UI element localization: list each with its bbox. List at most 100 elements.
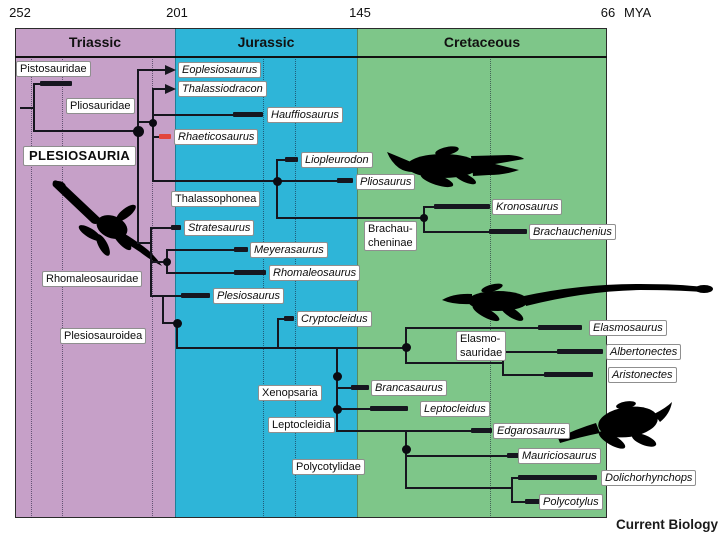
branch-segment — [337, 430, 471, 432]
branch-segment — [34, 83, 40, 85]
period-header-triassic: Triassic — [68, 34, 122, 50]
branch-segment — [424, 206, 434, 208]
taxon-label-pliosaurus: Pliosaurus — [356, 174, 416, 190]
range-bar — [285, 157, 298, 162]
branch-segment — [138, 242, 151, 244]
branch-segment — [278, 318, 284, 320]
taxon-label-brancasaurus: Brancasaurus — [371, 380, 447, 396]
node-dot — [401, 342, 411, 352]
taxon-label-hauffiosaurus: Hauffiosaurus — [267, 107, 343, 123]
range-bar — [557, 349, 603, 354]
branch-segment — [503, 351, 557, 353]
node-dot — [332, 371, 342, 381]
range-bar — [284, 316, 294, 321]
range-bar — [434, 204, 490, 209]
range-bar — [370, 406, 408, 411]
branch-segment — [153, 88, 165, 90]
branch-segment — [424, 231, 489, 233]
period-header-cretaceous: Cretaceous — [443, 34, 521, 50]
branch-segment — [20, 107, 34, 109]
clade-label-pistosauridae: Pistosauridae — [16, 61, 91, 77]
branch-segment — [276, 159, 278, 219]
range-bar — [233, 112, 263, 117]
branch-segment — [153, 180, 277, 182]
taxon-label-kronosaurus: Kronosaurus — [492, 199, 563, 215]
mya-unit: MYA — [624, 5, 652, 20]
branch-segment — [337, 387, 351, 389]
range-bar — [489, 229, 527, 234]
branch-segment — [34, 130, 138, 132]
stage-gridline — [152, 57, 153, 518]
branch-segment — [138, 69, 165, 71]
taxon-label-dolichorhynchops: Dolichorhynchops — [601, 470, 697, 486]
branch-segment — [152, 88, 154, 182]
branch-segment — [138, 121, 153, 123]
branch-segment — [406, 362, 503, 364]
elasmosaur-silhouette — [442, 283, 713, 322]
clade-label-pliosauridae: Pliosauridae — [66, 98, 135, 114]
branch-arrow-icon — [165, 84, 176, 94]
node-dot — [401, 444, 411, 454]
branch-segment — [153, 114, 233, 116]
branch-segment — [277, 217, 424, 219]
stage-gridline — [62, 57, 63, 518]
branch-segment — [153, 136, 159, 138]
branch-segment — [337, 408, 370, 410]
timescale-border — [15, 28, 607, 518]
range-bar — [518, 475, 597, 480]
taxon-label-plesiosaurus: Plesiosaurus — [213, 288, 284, 304]
branch-segment — [151, 261, 167, 263]
clade-label-plesiosauroidea: Plesiosauroidea — [60, 328, 147, 344]
branch-segment — [151, 227, 171, 229]
branch-segment — [512, 501, 525, 503]
branch-segment — [167, 249, 234, 251]
branch-segment — [502, 351, 504, 376]
branch-segment — [511, 477, 513, 503]
taxon-label-aristonectes: Aristonectes — [608, 367, 677, 383]
branch-segment — [163, 322, 177, 324]
branch-segment — [151, 295, 181, 297]
branch-segment — [503, 374, 544, 376]
branch-segment — [406, 327, 538, 329]
node-dot — [163, 258, 171, 266]
node-dot — [420, 214, 428, 222]
taxon-label-polycotylus: Polycotylus — [539, 494, 603, 510]
journal-credit: Current Biology — [615, 517, 718, 532]
taxon-label-rhaeticosaurus: Rhaeticosaurus — [174, 129, 259, 145]
branch-segment — [405, 430, 407, 489]
branch-segment — [176, 322, 178, 349]
branch-segment — [512, 477, 518, 479]
taxon-label-brachauchenius: Brachauchenius — [529, 224, 616, 240]
taxon-label-thalassiodracon: Thalassiodracon — [178, 81, 267, 97]
taxon-label-meyerasaurus: Meyerasaurus — [250, 242, 328, 258]
branch-arrow-icon — [165, 65, 176, 75]
node-dot — [172, 318, 182, 328]
branch-segment — [167, 272, 234, 274]
range-bar — [171, 225, 181, 230]
range-bar — [234, 247, 248, 252]
branch-segment — [33, 83, 35, 132]
taxon-label-albertonectes: Albertonectes — [606, 344, 682, 360]
branch-segment — [336, 347, 338, 432]
period-header-jurassic: Jurassic — [237, 34, 295, 50]
branch-segment — [177, 347, 406, 349]
clade-label-thalassophonea: Thalassophonea — [171, 191, 261, 207]
branch-segment — [277, 318, 279, 349]
taxon-label-rhomaleosaurus: Rhomaleosaurus — [269, 265, 361, 281]
node-dot — [332, 404, 342, 414]
range-bar — [471, 428, 492, 433]
clade-label-elasmo-sauridae: Elasmo- sauridae — [456, 331, 507, 361]
polycotylid-silhouette — [558, 401, 672, 449]
node-dot — [149, 119, 157, 127]
branch-segment — [277, 180, 337, 182]
stage-gridline — [295, 57, 296, 518]
taxon-label-liopleurodon: Liopleurodon — [301, 152, 373, 168]
pliosaur-silhouette — [387, 146, 524, 188]
range-bar — [181, 293, 210, 298]
range-bar — [507, 453, 519, 458]
range-bar — [351, 385, 369, 390]
range-bar — [525, 499, 540, 504]
header-underline — [15, 56, 607, 58]
node-dot — [132, 125, 144, 137]
